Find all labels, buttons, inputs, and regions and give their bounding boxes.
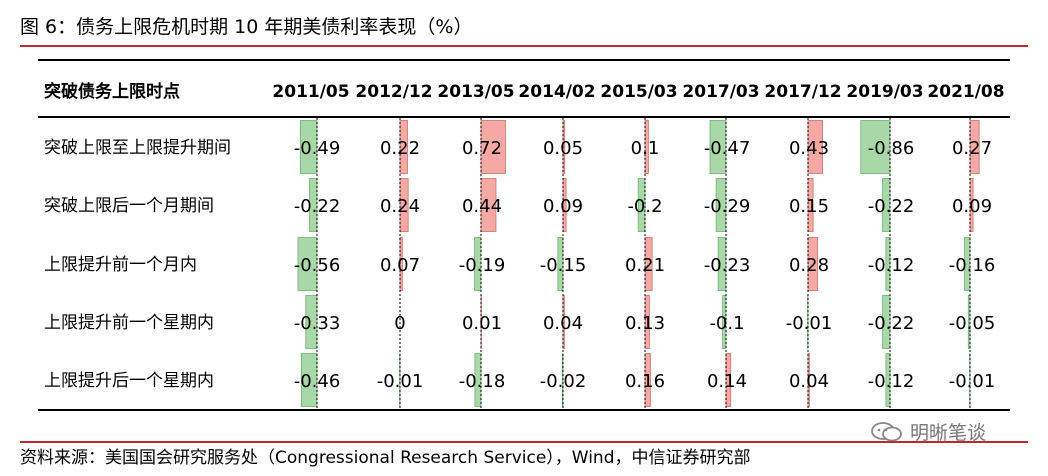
watermark-text: 明晰笔谈 xyxy=(910,422,987,444)
negative-bar xyxy=(715,178,727,232)
negative-bar xyxy=(309,178,318,232)
value-label: -0.56 xyxy=(294,255,341,276)
value-label: 0.07 xyxy=(380,255,420,276)
positive-bar xyxy=(480,120,506,174)
source-note: 资料来源：美国国会研究服务处（Congressional Research Se… xyxy=(20,441,1028,469)
chart-title: 图 6：债务上限危机时期 10 年期美债利率表现（%） xyxy=(20,16,473,38)
column-header-2011-05: 2011/05 xyxy=(272,82,349,102)
positive-bar xyxy=(807,178,814,232)
column-header-2017-03: 2017/03 xyxy=(682,82,759,102)
value-label: 0.14 xyxy=(707,371,747,392)
value-label: -0.22 xyxy=(868,196,915,217)
value-label: 0.27 xyxy=(952,138,992,159)
column-header-2014-02: 2014/02 xyxy=(518,82,595,102)
row-label: 突破上限后一个月期间 xyxy=(44,196,214,216)
wechat-icon xyxy=(871,421,902,441)
value-label: -0.86 xyxy=(868,138,915,159)
value-label: -0.01 xyxy=(377,371,424,392)
value-label: 0.05 xyxy=(543,138,583,159)
value-label: -0.05 xyxy=(949,313,996,334)
value-label: 0.01 xyxy=(462,313,502,334)
value-label: -0.12 xyxy=(868,255,915,276)
value-label: 0.04 xyxy=(789,371,829,392)
value-label: 0.16 xyxy=(625,371,665,392)
value-label: 0.72 xyxy=(462,138,502,159)
positive-bar xyxy=(399,178,409,232)
column-header-2012-12: 2012/12 xyxy=(355,82,432,102)
value-label: 0.1 xyxy=(631,138,660,159)
row-label: 上限提升前一个星期内 xyxy=(44,313,214,333)
value-label: -0.47 xyxy=(704,138,751,159)
value-label: 0.28 xyxy=(789,255,829,276)
value-label: -0.02 xyxy=(540,371,587,392)
value-label: -0.22 xyxy=(868,313,915,334)
row-label: 突破上限至上限提升期间 xyxy=(44,138,231,158)
value-label: 0.15 xyxy=(789,196,829,217)
value-label: -0.01 xyxy=(786,313,833,334)
column-header-2021-08: 2021/08 xyxy=(927,82,1004,102)
column-header-2017-12: 2017/12 xyxy=(764,82,841,102)
positive-bar xyxy=(562,178,567,232)
value-label: -0.29 xyxy=(704,196,751,217)
value-label: 0.22 xyxy=(380,138,420,159)
row-label: 上限提升前一个月内 xyxy=(44,255,197,275)
title-rule xyxy=(20,45,1028,47)
value-label: -0.01 xyxy=(949,371,996,392)
value-label: -0.18 xyxy=(459,371,506,392)
row-label: 上限提升后一个星期内 xyxy=(44,371,214,391)
row-header-label: 突破债务上限时点 xyxy=(44,81,180,102)
value-label: -0.12 xyxy=(868,371,915,392)
value-label: -0.46 xyxy=(294,371,341,392)
value-label: -0.19 xyxy=(459,255,506,276)
value-label: 0.44 xyxy=(462,196,502,217)
value-label: -0.15 xyxy=(540,255,587,276)
value-label: -0.1 xyxy=(709,313,744,334)
value-label: 0.43 xyxy=(789,138,829,159)
value-label: -0.23 xyxy=(704,255,751,276)
value-label: -0.16 xyxy=(949,255,996,276)
positive-bar xyxy=(480,178,497,232)
negative-bar xyxy=(882,178,891,232)
negative-bar xyxy=(637,178,646,232)
value-label: -0.49 xyxy=(294,138,341,159)
positive-bar xyxy=(969,178,974,232)
value-label: 0.09 xyxy=(952,196,992,217)
watermark: 明晰笔谈 xyxy=(870,418,986,445)
column-header-2013-05: 2013/05 xyxy=(437,82,514,102)
column-header-2019-03: 2019/03 xyxy=(846,82,923,102)
column-header-2015-03: 2015/03 xyxy=(600,82,677,102)
value-label: 0.21 xyxy=(625,255,665,276)
